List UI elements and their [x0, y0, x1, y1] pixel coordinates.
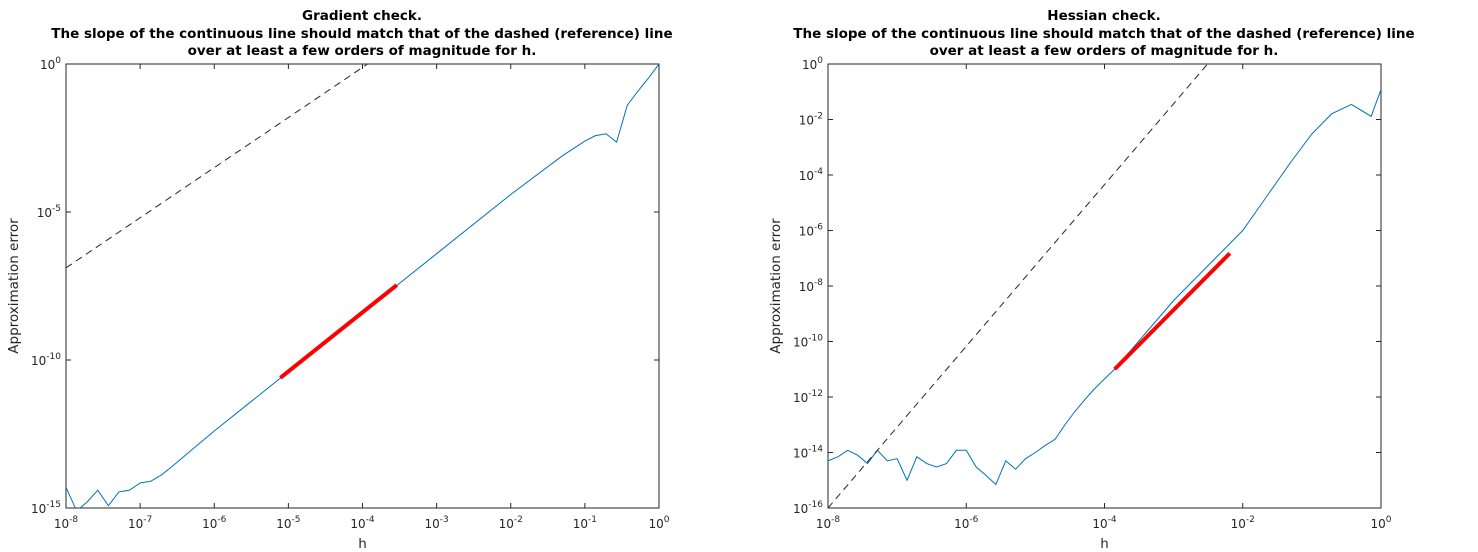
plot-area	[828, 64, 1381, 508]
y-tick-label: 10-16	[793, 500, 823, 516]
x-tick-label: 10-2	[499, 515, 523, 531]
chart-title-line-3: over at least a few orders of magnitude …	[188, 43, 537, 59]
chart-title-line-1: Gradient check.	[302, 8, 422, 24]
reference-dashed-line	[66, 64, 368, 269]
x-tick-label: 100	[648, 515, 669, 531]
y-tick-label: 10-12	[793, 389, 823, 405]
chart-title-line-1: Hessian check.	[1047, 8, 1160, 24]
hessian-check-chart: Hessian check. The slope of the continuou…	[768, 8, 1415, 552]
chart-title-line-3: over at least a few orders of magnitude …	[930, 43, 1279, 59]
y-tick-label: 10-14	[793, 445, 823, 461]
axes-frame	[65, 63, 660, 509]
y-tick-label: 100	[40, 56, 61, 72]
x-tick-label: 10-6	[202, 515, 227, 531]
slope-segment-line	[1113, 251, 1232, 371]
x-tick-label: 10-2	[1231, 515, 1255, 531]
chart-title-line-2: The slope of the continuous line should …	[51, 26, 672, 42]
axes-frame	[827, 63, 1382, 509]
y-tick-label: 10-10	[793, 334, 823, 350]
x-tick-label: 10-4	[1092, 515, 1117, 531]
x-tick-label: 10-7	[128, 515, 152, 531]
y-tick-label: 10-4	[799, 167, 824, 183]
y-tick-label: 10-8	[799, 278, 824, 294]
error-series-line	[66, 64, 659, 508]
x-tick-label: 10-4	[350, 515, 375, 531]
y-tick-label: 10-10	[31, 352, 61, 368]
x-tick-label: 100	[1370, 515, 1391, 531]
x-tick-label: 10-1	[573, 515, 597, 531]
y-tick-label: 10-6	[799, 223, 824, 239]
y-axis-label: Approximation error	[6, 218, 22, 354]
y-tick-label: 10-15	[31, 500, 61, 516]
x-tick-label: 10-8	[816, 515, 841, 531]
chart-title-line-2: The slope of the continuous line should …	[793, 26, 1414, 42]
y-axis-label: Approximation error	[768, 218, 784, 354]
gradient-check-chart: Gradient check. The slope of the continuo…	[6, 8, 673, 552]
y-tick-label: 10-5	[37, 204, 61, 220]
y-tick-label: 100	[802, 56, 823, 72]
x-tick-label: 10-8	[54, 515, 79, 531]
reference-dashed-line	[828, 64, 1208, 508]
x-tick-label: 10-3	[424, 515, 448, 531]
error-series-line	[828, 89, 1381, 486]
x-axis-label: h	[358, 536, 367, 552]
slope-segment-line	[279, 283, 399, 380]
x-axis-label: h	[1100, 536, 1109, 552]
x-tick-label: 10-6	[954, 515, 979, 531]
x-tick-label: 10-5	[276, 515, 300, 531]
y-tick-label: 10-2	[799, 112, 823, 128]
plot-area	[66, 64, 659, 508]
